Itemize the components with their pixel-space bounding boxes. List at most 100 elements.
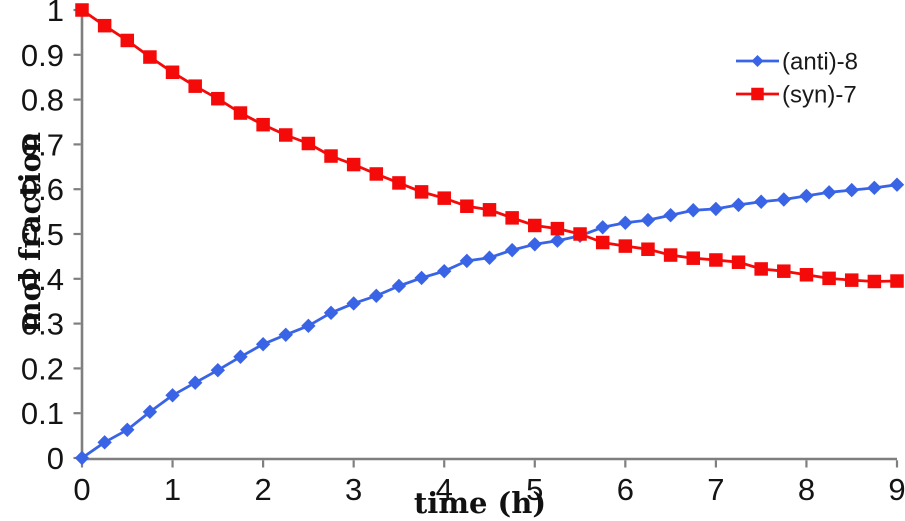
data-point-square — [709, 253, 723, 267]
data-point-square — [505, 211, 519, 225]
y-tick-label: 0.8 — [21, 83, 64, 118]
x-tick-label: 3 — [345, 472, 362, 507]
data-point-diamond — [391, 278, 407, 294]
data-point-square — [890, 274, 904, 288]
data-point-diamond — [731, 197, 746, 213]
data-point-diamond — [618, 215, 633, 230]
data-point-square — [392, 176, 406, 190]
data-point-diamond — [799, 188, 814, 204]
data-point-square — [369, 167, 384, 181]
data-point-diamond — [323, 305, 339, 321]
data-point-diamond — [844, 182, 859, 198]
data-point-square — [595, 235, 610, 250]
data-point-square — [618, 239, 633, 253]
data-point-diamond — [120, 422, 135, 437]
data-point-diamond — [74, 450, 90, 466]
data-point-square — [346, 157, 361, 172]
data-point-diamond — [550, 233, 565, 248]
data-point-square — [799, 268, 814, 282]
legend-diamond-icon — [751, 55, 764, 67]
data-point-square — [414, 185, 429, 199]
x-tick-label: 7 — [707, 472, 724, 507]
x-tick-label: 5 — [526, 472, 543, 507]
data-point-diamond — [459, 253, 475, 269]
axes: 0 0.1 0.2 0.3 0.4 0.5 0.6 0.7 0.8 0.9 1 0 1 2 3 4 5 6 7 8 9 — [21, 0, 905, 507]
data-point-diamond — [776, 192, 792, 207]
data-point-square — [844, 273, 859, 287]
data-point-square — [165, 65, 180, 80]
data-point-diamond — [753, 194, 769, 209]
data-point-diamond — [527, 237, 542, 252]
data-point-square — [301, 136, 316, 151]
data-point-diamond — [233, 349, 248, 364]
series-syn-7 — [75, 3, 904, 289]
data-point-diamond — [210, 362, 226, 378]
data-point-diamond — [708, 201, 724, 217]
data-point-square — [686, 251, 700, 265]
data-point-square — [777, 264, 791, 278]
data-point-diamond — [142, 404, 158, 420]
x-tick-label: 9 — [888, 472, 905, 507]
y-tick-label: 0.4 — [21, 262, 64, 297]
x-axis-title: time (h) — [414, 486, 546, 520]
y-tick-label: 0.9 — [21, 38, 64, 73]
x-tick-label: 8 — [798, 472, 815, 507]
data-point-square — [188, 79, 202, 93]
data-point-square — [663, 248, 678, 262]
y-tick-label: 0.6 — [21, 172, 64, 207]
y-tick-label: 0 — [47, 441, 64, 476]
data-point-square — [143, 50, 157, 64]
data-point-square — [460, 199, 474, 213]
data-point-square — [211, 91, 225, 106]
series-line — [81, 8, 898, 283]
y-tick-label: 0.5 — [21, 217, 64, 252]
data-point-diamond — [640, 212, 656, 228]
y-axis-title: mol fraction — [13, 132, 47, 332]
data-point-diamond — [97, 435, 112, 450]
x-tick-label: 4 — [436, 472, 453, 507]
series-line — [81, 183, 898, 460]
series-anti-8 — [74, 177, 905, 466]
data-point-diamond — [414, 270, 429, 286]
data-point-diamond — [437, 263, 452, 279]
legend-item-syn-7: (syn)-7 — [736, 82, 857, 109]
data-point-diamond — [482, 250, 497, 265]
data-point-square — [867, 274, 882, 289]
data-point-diamond — [867, 180, 882, 196]
data-point-square — [528, 218, 542, 233]
data-point-square — [731, 255, 746, 269]
y-tick-label: 1 — [47, 0, 64, 28]
data-point-square — [279, 128, 293, 142]
data-point-diamond — [821, 185, 837, 200]
data-point-square — [822, 271, 836, 286]
data-point-diamond — [595, 220, 610, 235]
data-point-diamond — [301, 318, 316, 334]
data-point-diamond — [255, 337, 271, 352]
data-point-square — [437, 191, 451, 205]
y-tick-label: 0.2 — [21, 351, 64, 386]
data-point-diamond — [278, 327, 293, 342]
data-point-square — [754, 262, 768, 276]
data-point-square — [233, 106, 248, 120]
data-point-diamond — [165, 388, 180, 403]
data-point-diamond — [686, 203, 701, 218]
legend-item-anti-8: (anti)-8 — [736, 49, 858, 76]
legend: (anti)-8 (syn)-7 — [736, 49, 858, 109]
data-point-square — [75, 3, 89, 17]
y-tick-label: 0.7 — [21, 127, 64, 162]
data-point-diamond — [187, 375, 203, 390]
data-point-diamond — [369, 288, 384, 304]
data-point-diamond — [889, 177, 905, 192]
data-point-square — [120, 33, 135, 48]
data-point-square — [97, 18, 112, 33]
chart-plot-area: 0 0.1 0.2 0.3 0.4 0.5 0.6 0.7 0.8 0.9 1 0 1 2 3 4 5 6 7 8 9 (… — [21, 0, 905, 507]
data-point-square — [324, 149, 338, 163]
data-point-diamond — [504, 242, 520, 258]
data-point-square — [641, 242, 655, 256]
x-tick-label: 0 — [73, 472, 90, 507]
y-tick-label: 0.3 — [21, 307, 64, 342]
legend-square-icon — [751, 87, 764, 101]
legend-label: (anti)-8 — [782, 49, 858, 76]
